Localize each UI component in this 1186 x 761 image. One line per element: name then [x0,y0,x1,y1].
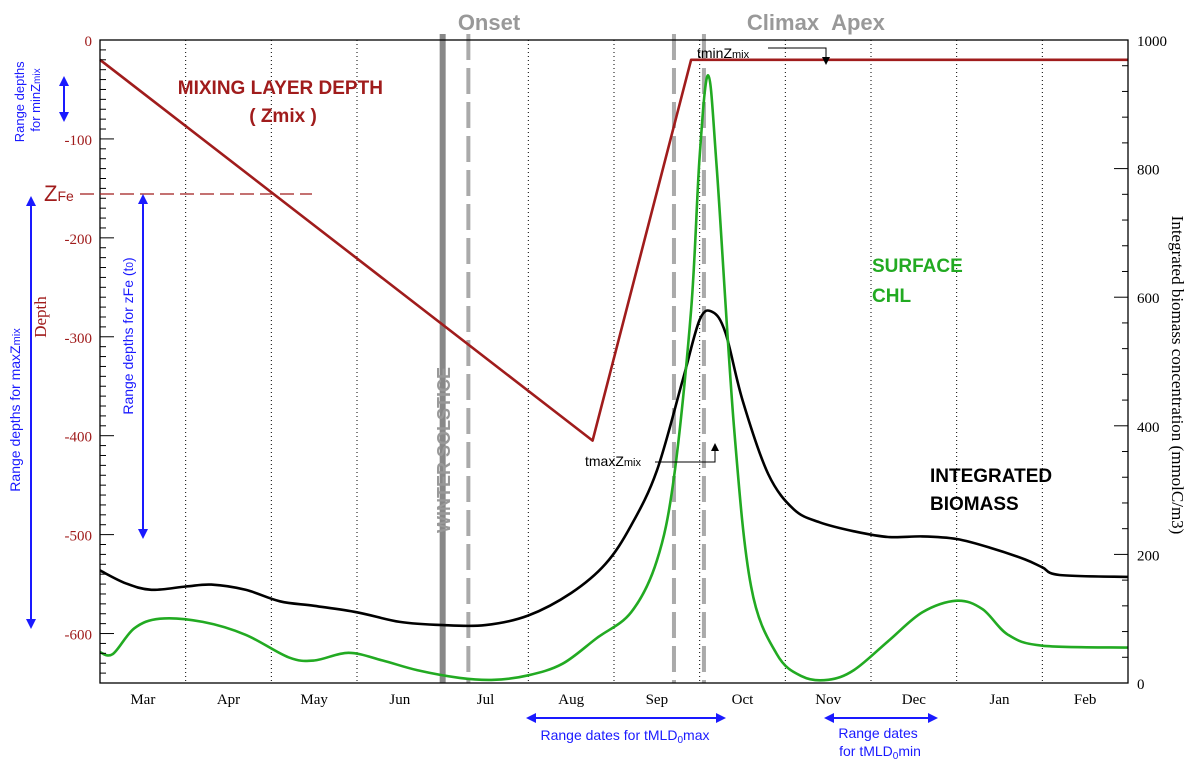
left-tick-label-5: -500 [65,529,93,545]
range-maxzmix-head-bottom [26,619,36,629]
left-tick-label-3: -300 [65,331,93,347]
series-label-zmix-line1: MIXING LAYER DEPTH [178,78,383,99]
month-label-jul: Jul [477,692,495,708]
vertical-markers [439,34,706,683]
plot-frame [99,39,1129,684]
left-axis-label: Depth [31,296,50,338]
right-tick-label-2: 400 [1137,420,1160,436]
zfe-label: ZFe [44,181,74,206]
right-axis-label: Integrated biomass concentration (mmolC/… [1168,216,1186,535]
series-label-zmix-line2: ( Zmix ) [249,106,317,127]
month-label-mar: Mar [130,692,155,708]
series-line-1 [99,309,1129,628]
range-tmldmax-head-left [526,713,536,723]
range-zfe-head-bottom [138,529,148,539]
series-line-0 [99,58,1128,442]
right-tick-label-4: 800 [1137,163,1160,179]
left-tick-label-6: -600 [65,628,93,644]
series-label-zmix: MIXING LAYER DEPTH ( Zmix ) [178,78,388,127]
month-label-nov: Nov [815,692,841,708]
tminzmix-pointer [768,47,827,60]
range-minzmix-head-bottom [59,112,69,122]
range-zfe-head-top [138,194,148,204]
range-minzmix-label: Range depths for minZmix [12,58,43,143]
series-label-chl-line1: SURFACE [872,256,963,277]
marker-label-onset: Onset [458,10,521,35]
series-label-chl: SURFACE CHL [872,256,968,307]
winter-solstice-label: WINTER SOLSTICE [434,367,454,533]
range-indicators [26,76,938,723]
month-label-apr: Apr [217,692,240,708]
range-minzmix-head-top [59,76,69,86]
series-lines [99,58,1129,682]
axes [99,39,1129,684]
marker-label-climax: Climax [747,10,820,35]
left-tick-label-4: -400 [65,430,93,446]
range-tmldmin-head-left [824,713,834,723]
month-label-may: May [300,692,328,708]
month-label-jun: Jun [389,692,410,708]
marker-label-apex: Apex [831,10,886,35]
month-label-dec: Dec [902,692,926,708]
range-tmldmin-label: Range dates for tMLD0min [838,725,921,761]
series-label-biomass: INTEGRATED BIOMASS [930,466,1057,515]
tmaxzmix-label: tmaxZmix [585,453,641,469]
range-maxzmix-head-top [26,196,36,206]
range-zfe-label: Range depths for zFe (t0) [120,257,136,414]
month-label-oct: Oct [732,692,754,708]
right-tick-label-1: 200 [1137,548,1160,564]
range-tmldmax-head-right [716,713,726,723]
tminzmix-label: tminZmix [697,45,750,61]
right-tick-label-5: 1000 [1137,34,1167,50]
tick-labels: 0 -100 -200 -300 -400 -500 -600 0 200 400 600 800 10… [65,34,1168,708]
left-tick-label-2: -200 [65,232,93,248]
tminzmix-arrowhead [822,57,830,65]
right-tick-label-3: 600 [1137,291,1160,307]
left-tick-label-0: 0 [85,34,93,50]
range-tmldmin-head-right [928,713,938,723]
left-tick-label-1: -100 [65,133,93,149]
month-label-feb: Feb [1074,692,1097,708]
month-label-aug: Aug [558,692,584,708]
month-label-sep: Sep [646,692,669,708]
month-label-jan: Jan [990,692,1010,708]
series-label-biomass-line1: INTEGRATED [930,466,1052,487]
tmaxzmix-arrowhead [711,443,719,451]
tmaxzmix-pointer [655,448,716,463]
series-line-2 [99,74,1129,682]
series-label-chl-line2: CHL [872,286,911,307]
range-tmldmax-label: Range dates for tMLD0max [541,727,710,746]
right-tick-label-0: 0 [1137,677,1145,693]
series-label-biomass-line2: BIOMASS [930,494,1019,515]
range-maxzmix-label: Range depths for maxZmix [7,328,23,492]
